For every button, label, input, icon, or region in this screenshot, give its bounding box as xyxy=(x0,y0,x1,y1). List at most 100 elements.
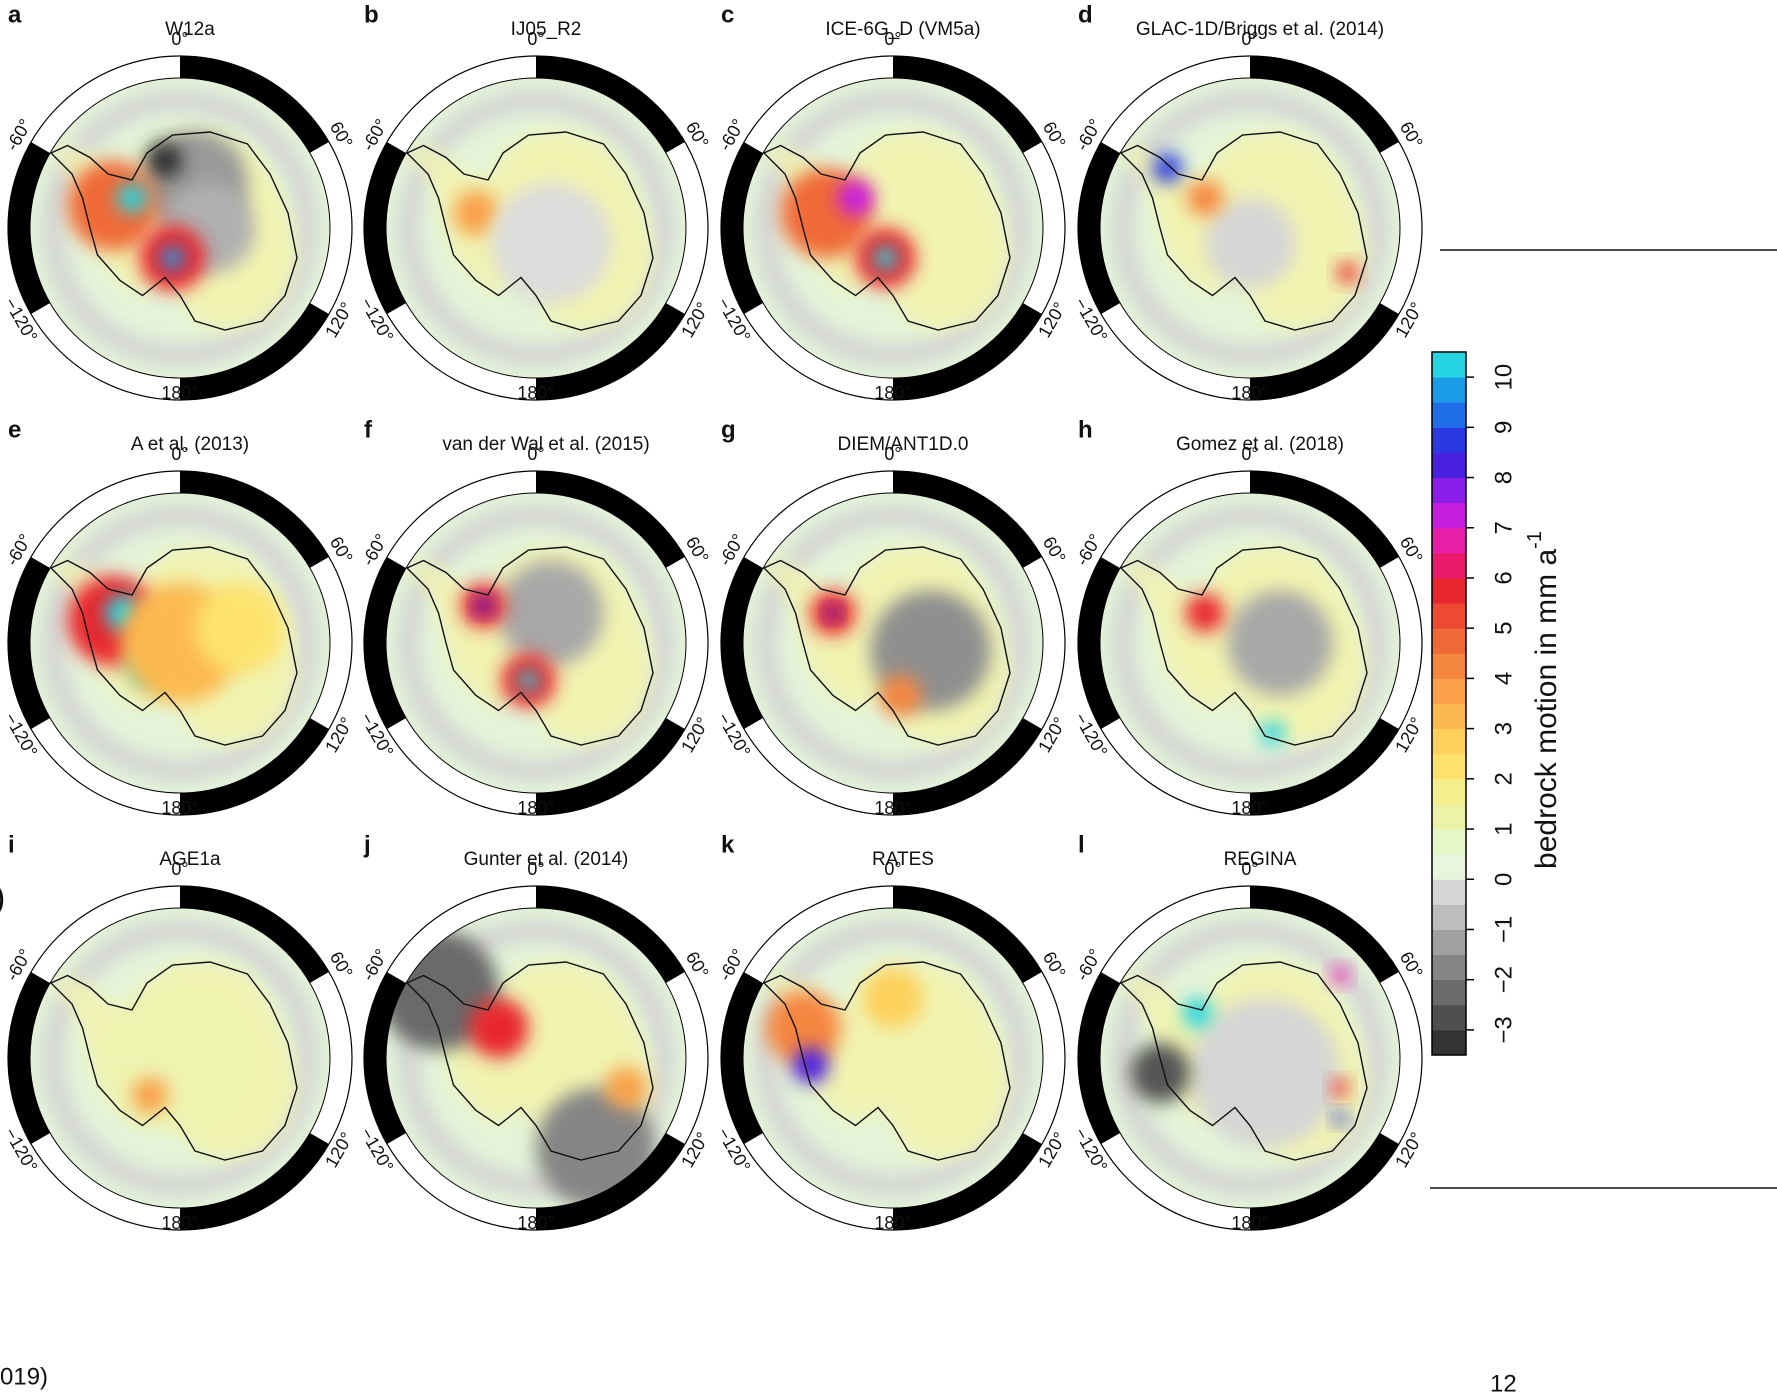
anomaly-patch xyxy=(1187,180,1223,216)
colorbar-segment xyxy=(1432,904,1466,930)
map-field xyxy=(1100,908,1400,1208)
colorbar-tick-label: 8 xyxy=(1490,471,1517,484)
colorbar-segment xyxy=(1432,854,1466,880)
map-panel: lREGINA0°180°60°120°−120°-60° xyxy=(1070,831,1427,1232)
colorbar-tick-label: 7 xyxy=(1490,521,1517,534)
map-panel: iAGE1a0°180°60°120°−120°-60° xyxy=(0,831,357,1232)
anomaly-patch xyxy=(874,246,898,270)
panel-title: REGINA xyxy=(1224,849,1297,870)
panel-letter: e xyxy=(8,416,21,443)
map-field xyxy=(30,493,330,793)
colorbar-segment xyxy=(1432,553,1466,579)
map-panel: gDIEM/ANT1D.00°180°60°120°−120°-60° xyxy=(713,416,1070,817)
anomaly-patch xyxy=(499,561,604,666)
anomaly-patch xyxy=(1331,967,1349,985)
colorbar-tick-label: 3 xyxy=(1490,722,1517,735)
colorbar-tick-label: 0 xyxy=(1490,873,1517,886)
anomaly-patch xyxy=(147,143,183,179)
lon-label: 180° xyxy=(1231,1213,1268,1233)
anomaly-patch xyxy=(105,983,255,1133)
lon-label: 0° xyxy=(1241,444,1258,464)
map-field xyxy=(30,908,330,1208)
colorbar-segment xyxy=(1432,377,1466,403)
anomaly-patch xyxy=(826,606,841,621)
panel-letter: c xyxy=(721,1,734,28)
lon-label: 180° xyxy=(161,798,198,818)
lon-label: 180° xyxy=(517,798,554,818)
colorbar-segment xyxy=(1432,929,1466,955)
colorbar-segment xyxy=(1432,452,1466,478)
colorbar-segment xyxy=(1432,729,1466,755)
anomaly-patch xyxy=(1186,594,1225,633)
anomaly-patch xyxy=(838,180,874,216)
map-panel: eA et al. (2013)0°180°60°120°−120°-60° xyxy=(0,416,357,817)
panel-title: ICE-6G_D (VM5a) xyxy=(825,19,980,40)
panel-letter: b xyxy=(364,1,379,28)
lon-label: 180° xyxy=(517,383,554,403)
panel-letter: l xyxy=(1078,831,1085,858)
anomaly-patch xyxy=(161,246,185,270)
panel-letter: i xyxy=(8,831,15,858)
panel-title: DIEM/ANT1D.0 xyxy=(838,434,969,455)
map-field xyxy=(743,493,1043,793)
lon-label: 0° xyxy=(527,444,544,464)
lon-label: 0° xyxy=(171,444,188,464)
colorbar-segment xyxy=(1432,829,1466,855)
anomaly-patch xyxy=(195,583,285,673)
colorbar-label-sup: -1 xyxy=(1524,531,1546,549)
lon-label: 0° xyxy=(171,29,188,49)
anomaly-patch xyxy=(1228,591,1333,696)
lon-label: 0° xyxy=(884,444,901,464)
anomaly-patch xyxy=(1130,1043,1190,1103)
panel-letter: d xyxy=(1078,1,1093,28)
lon-label: 0° xyxy=(527,29,544,49)
map-field xyxy=(30,78,330,378)
lon-label: 180° xyxy=(161,383,198,403)
lon-label: 0° xyxy=(884,29,901,49)
colorbar-segment xyxy=(1432,402,1466,428)
anomaly-patch xyxy=(605,1067,647,1109)
colorbar-segment xyxy=(1432,503,1466,529)
colorbar-tick-label: 6 xyxy=(1490,571,1517,584)
anomaly-patch xyxy=(454,191,499,236)
colorbar-tick-label: 4 xyxy=(1490,672,1517,685)
panel-title: AGE1a xyxy=(159,849,221,870)
lon-label: 0° xyxy=(1241,29,1258,49)
colorbar-segment xyxy=(1432,603,1466,629)
anomaly-patch xyxy=(1333,1111,1348,1126)
anomaly-patch xyxy=(863,968,923,1028)
panel-title: Gunter et al. (2014) xyxy=(464,849,629,870)
panel-letter: f xyxy=(364,416,373,443)
colorbar-segment xyxy=(1432,980,1466,1006)
map-panel: fvan der Wal et al. (2015)0°180°60°120°−… xyxy=(356,416,713,817)
panel-letter: a xyxy=(8,1,22,28)
lon-label: 0° xyxy=(171,859,188,879)
colorbar-segment xyxy=(1432,955,1466,981)
lon-label: 180° xyxy=(161,1213,198,1233)
colorbar-tick-label: −3 xyxy=(1490,1016,1517,1043)
colorbar-label: bedrock motion in mm a-1 xyxy=(1524,531,1563,869)
colorbar-tick-label: −2 xyxy=(1490,966,1517,993)
colorbar-segment xyxy=(1432,804,1466,830)
anomaly-patch xyxy=(491,183,611,303)
panel-letter: g xyxy=(721,416,736,443)
colorbar-segment xyxy=(1432,352,1466,378)
colorbar-tick-label: 9 xyxy=(1490,421,1517,434)
panel-title: RATES xyxy=(872,849,934,870)
panel-title: GLAC-1D/Briggs et al. (2014) xyxy=(1136,19,1384,40)
colorbar-tick-label: 2 xyxy=(1490,772,1517,785)
panel-title: van der Wal et al. (2015) xyxy=(442,434,649,455)
colorbar-tick-label: 10 xyxy=(1490,364,1517,391)
anomaly-patch xyxy=(1337,263,1358,284)
colorbar-segment xyxy=(1432,427,1466,453)
colorbar-segment xyxy=(1432,754,1466,780)
lon-label: 0° xyxy=(1241,859,1258,879)
colorbar-segment xyxy=(1432,653,1466,679)
colorbar-segment xyxy=(1432,779,1466,805)
anomaly-patch xyxy=(880,675,922,717)
edge-text: 019) xyxy=(0,1363,48,1390)
